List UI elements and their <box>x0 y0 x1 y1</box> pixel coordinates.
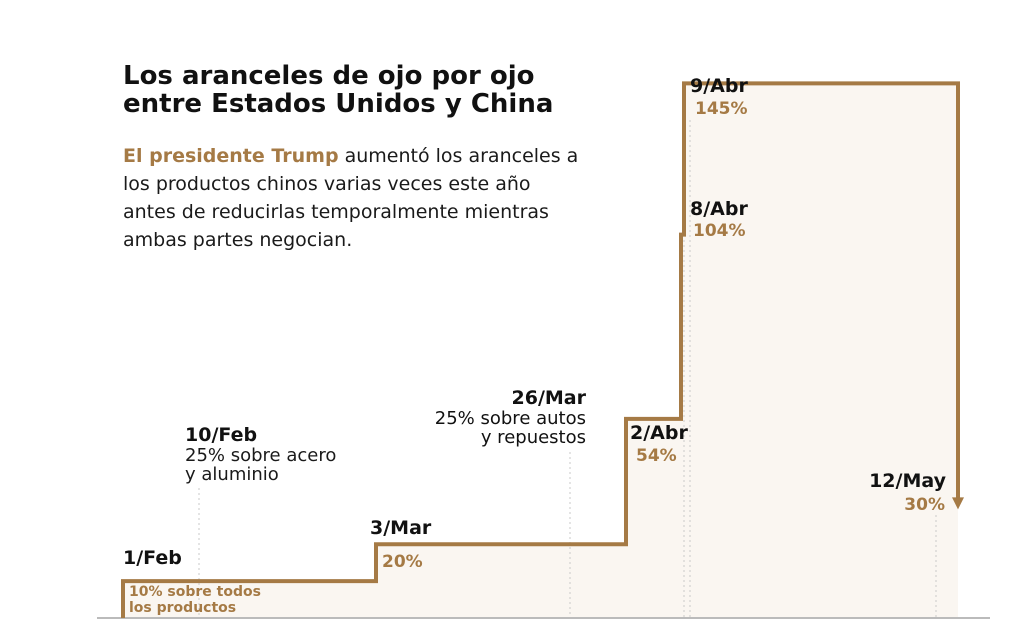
subtitle-text: aumentó los aranceles a los productos ch… <box>123 145 579 251</box>
date-label-1-feb: 1/Feb <box>123 547 182 569</box>
date-label-10-feb: 10/Feb <box>185 424 258 446</box>
value-label-1-feb-line2: los productos <box>129 600 237 616</box>
title-line-1: Los aranceles de ojo por ojo <box>123 61 535 91</box>
value-label-3-mar: 20% <box>382 552 423 572</box>
annotation-10-feb-line1: 25% sobre acero <box>185 444 337 466</box>
subtitle-highlight: El presidente Trump <box>123 145 339 167</box>
annotation-26-mar-line2: y repuestos <box>480 426 586 448</box>
step-line-series <box>121 81 960 618</box>
date-label-9-abr: 9/Abr <box>690 75 748 97</box>
value-label-1-feb: 10% sobre todos los productos <box>129 584 261 616</box>
date-label-2-abr: 2/Abr <box>630 422 688 444</box>
date-label-12-may: 12/May <box>869 470 946 492</box>
title-line-2: entre Estados Unidos y China <box>123 89 554 119</box>
value-label-9-abr: 145% <box>695 99 748 119</box>
date-label-8-abr: 8/Abr <box>690 198 748 220</box>
date-label-26-mar: 26/Mar <box>511 387 586 409</box>
annotation-26-mar-line1: 25% sobre autos <box>434 407 586 429</box>
step-area-fill <box>123 83 958 618</box>
annotation-10-feb: 10/Feb 25% sobre acero y aluminio <box>185 425 336 484</box>
value-label-8-abr: 104% <box>693 221 746 241</box>
value-label-2-abr: 54% <box>636 446 677 466</box>
chart-subtitle: El presidente Trump aumentó los arancele… <box>123 142 583 254</box>
date-label-3-mar: 3/Mar <box>370 517 432 539</box>
annotation-guides <box>198 120 937 618</box>
annotation-26-mar: 26/Mar 25% sobre autos y repuestos <box>435 388 586 447</box>
chart-title: Los aranceles de ojo por ojo entre Estad… <box>123 62 583 118</box>
value-label-12-may: 30% <box>904 495 945 515</box>
annotation-10-feb-line2: y aluminio <box>185 463 279 485</box>
value-label-1-feb-line1: 10% sobre todos <box>129 584 261 600</box>
arrowhead-icon <box>952 497 964 510</box>
